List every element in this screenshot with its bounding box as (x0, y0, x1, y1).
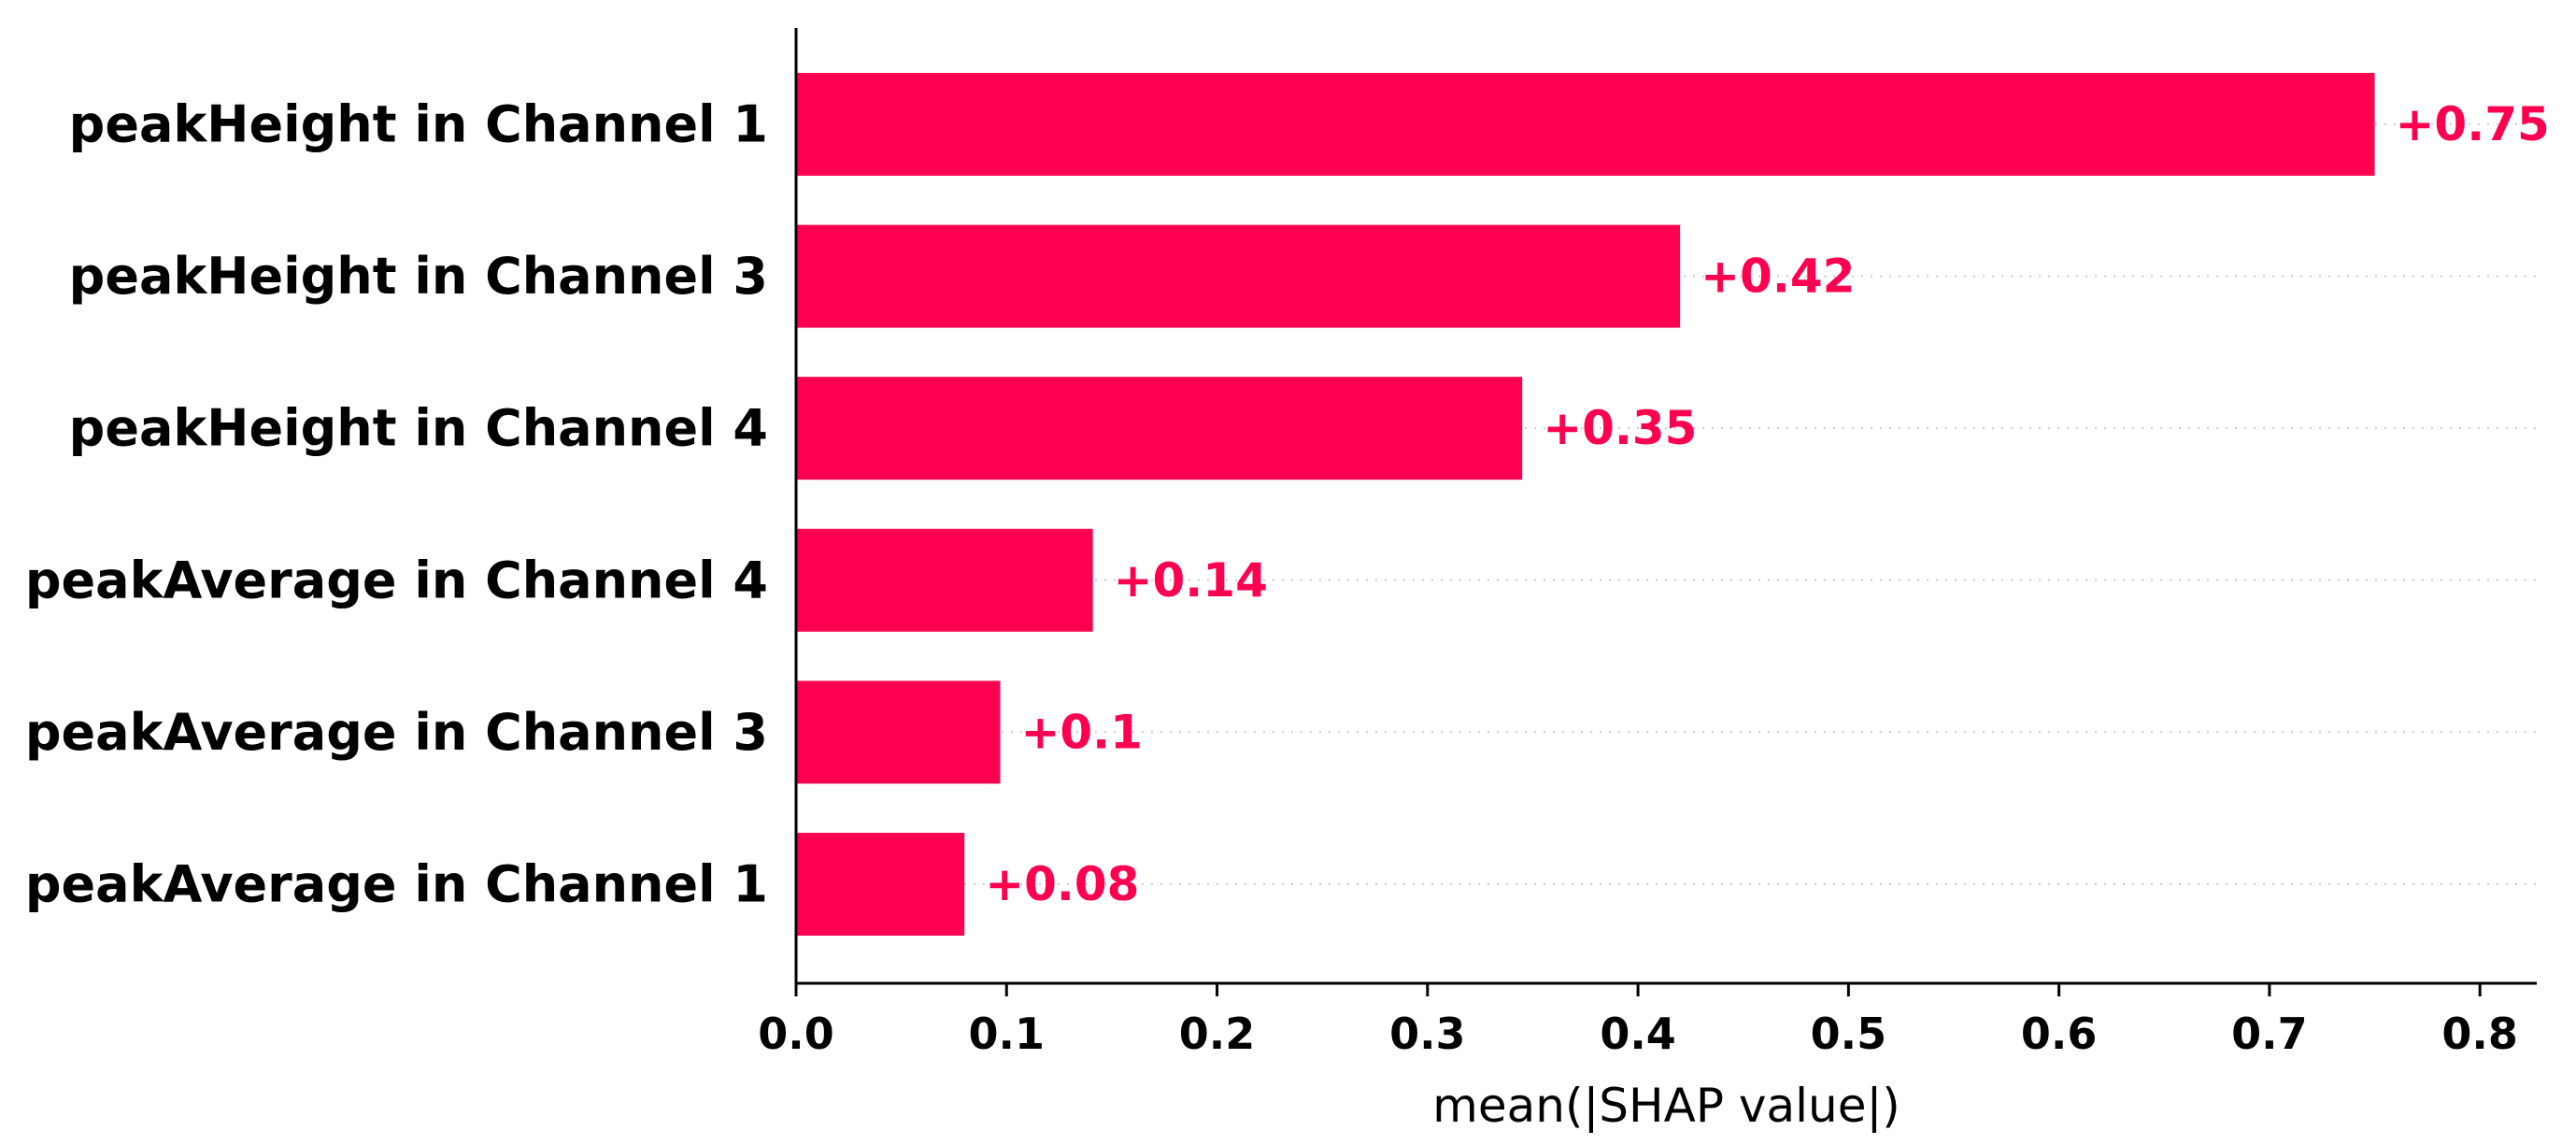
value-label: +0.35 (1543, 401, 1697, 455)
x-tick-label: 0.4 (1600, 1009, 1676, 1059)
value-label: +0.08 (985, 857, 1139, 911)
value-label: +0.1 (1021, 705, 1143, 759)
category-label: peakAverage in Channel 3 (25, 703, 768, 762)
category-label: peakHeight in Channel 3 (69, 247, 768, 306)
x-tick-label: 0.8 (2441, 1009, 2518, 1059)
x-tick-label: 0.6 (2021, 1009, 2098, 1059)
category-label: peakHeight in Channel 1 (69, 95, 768, 154)
bar (796, 680, 1001, 784)
value-labels: +0.75 +0.42 +0.35 +0.14 +0.1 +0.08 (985, 97, 2550, 911)
bars (796, 73, 2375, 936)
x-tick-label: 0.0 (758, 1009, 834, 1059)
x-axis-label: mean(|SHAP value|) (1432, 1079, 1900, 1133)
category-label: peakAverage in Channel 1 (25, 855, 768, 914)
bar (796, 833, 965, 936)
axes (794, 28, 2537, 985)
bar (796, 528, 1093, 632)
value-label: +0.75 (2396, 97, 2550, 151)
bar (796, 377, 1523, 480)
category-labels: peakHeight in Channel 1 peakHeight in Cha… (25, 95, 768, 914)
bar (796, 73, 2375, 176)
x-ticks: 0.0 0.1 0.2 0.3 0.4 0.5 0.6 0.7 0.8 (758, 983, 2518, 1059)
category-label: peakAverage in Channel 4 (25, 551, 768, 609)
value-label: +0.42 (1701, 250, 1855, 304)
bar (796, 224, 1681, 328)
category-label: peakHeight in Channel 4 (69, 399, 768, 458)
x-tick-label: 0.3 (1389, 1009, 1466, 1059)
value-label: +0.14 (1114, 553, 1268, 608)
x-tick-label: 0.2 (1179, 1009, 1256, 1059)
x-tick-label: 0.7 (2231, 1009, 2308, 1059)
x-tick-label: 0.5 (1811, 1009, 1887, 1059)
x-tick-label: 0.1 (969, 1009, 1046, 1059)
